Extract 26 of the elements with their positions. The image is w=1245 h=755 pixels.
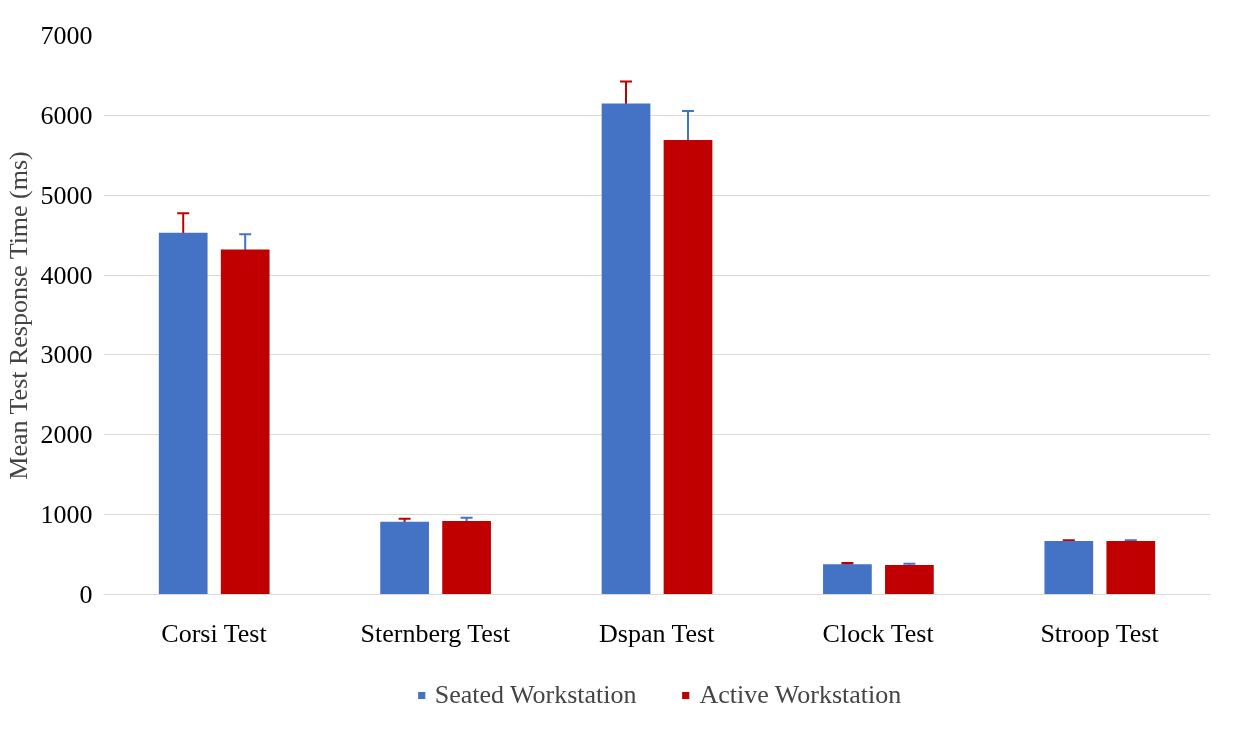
bar: [663, 140, 713, 595]
legend-label: Active Workstation: [699, 680, 902, 710]
x-tick-label: Sternberg Test: [360, 618, 511, 648]
bar: [380, 521, 429, 595]
bar: [1106, 541, 1156, 595]
bar: [220, 249, 270, 595]
y-tick-label: 7000: [40, 21, 93, 50]
legend-label: Seated Workstation: [434, 680, 637, 710]
bar: [158, 232, 208, 595]
y-tick-label: 4000: [40, 260, 93, 290]
y-tick-label: 2000: [40, 420, 93, 450]
x-tick-label: Corsi Test: [161, 618, 268, 648]
y-tick-label: 1000: [40, 500, 93, 530]
y-tick-label: 3000: [40, 340, 93, 370]
y-axis-title: Mean Test Response Time (ms): [3, 151, 33, 480]
bar: [1044, 541, 1094, 595]
bar: [442, 521, 491, 595]
x-tick-label: Clock Test: [822, 618, 935, 648]
y-tick-label: 5000: [40, 180, 93, 210]
bar: [823, 564, 872, 595]
y-tick-label: 0: [79, 580, 93, 609]
x-tick-label: Dspan Test: [599, 618, 716, 648]
bar: [885, 564, 934, 595]
x-tick-label: Stroop Test: [1040, 618, 1160, 648]
bar: [601, 103, 651, 595]
y-tick-label: 6000: [40, 100, 93, 130]
